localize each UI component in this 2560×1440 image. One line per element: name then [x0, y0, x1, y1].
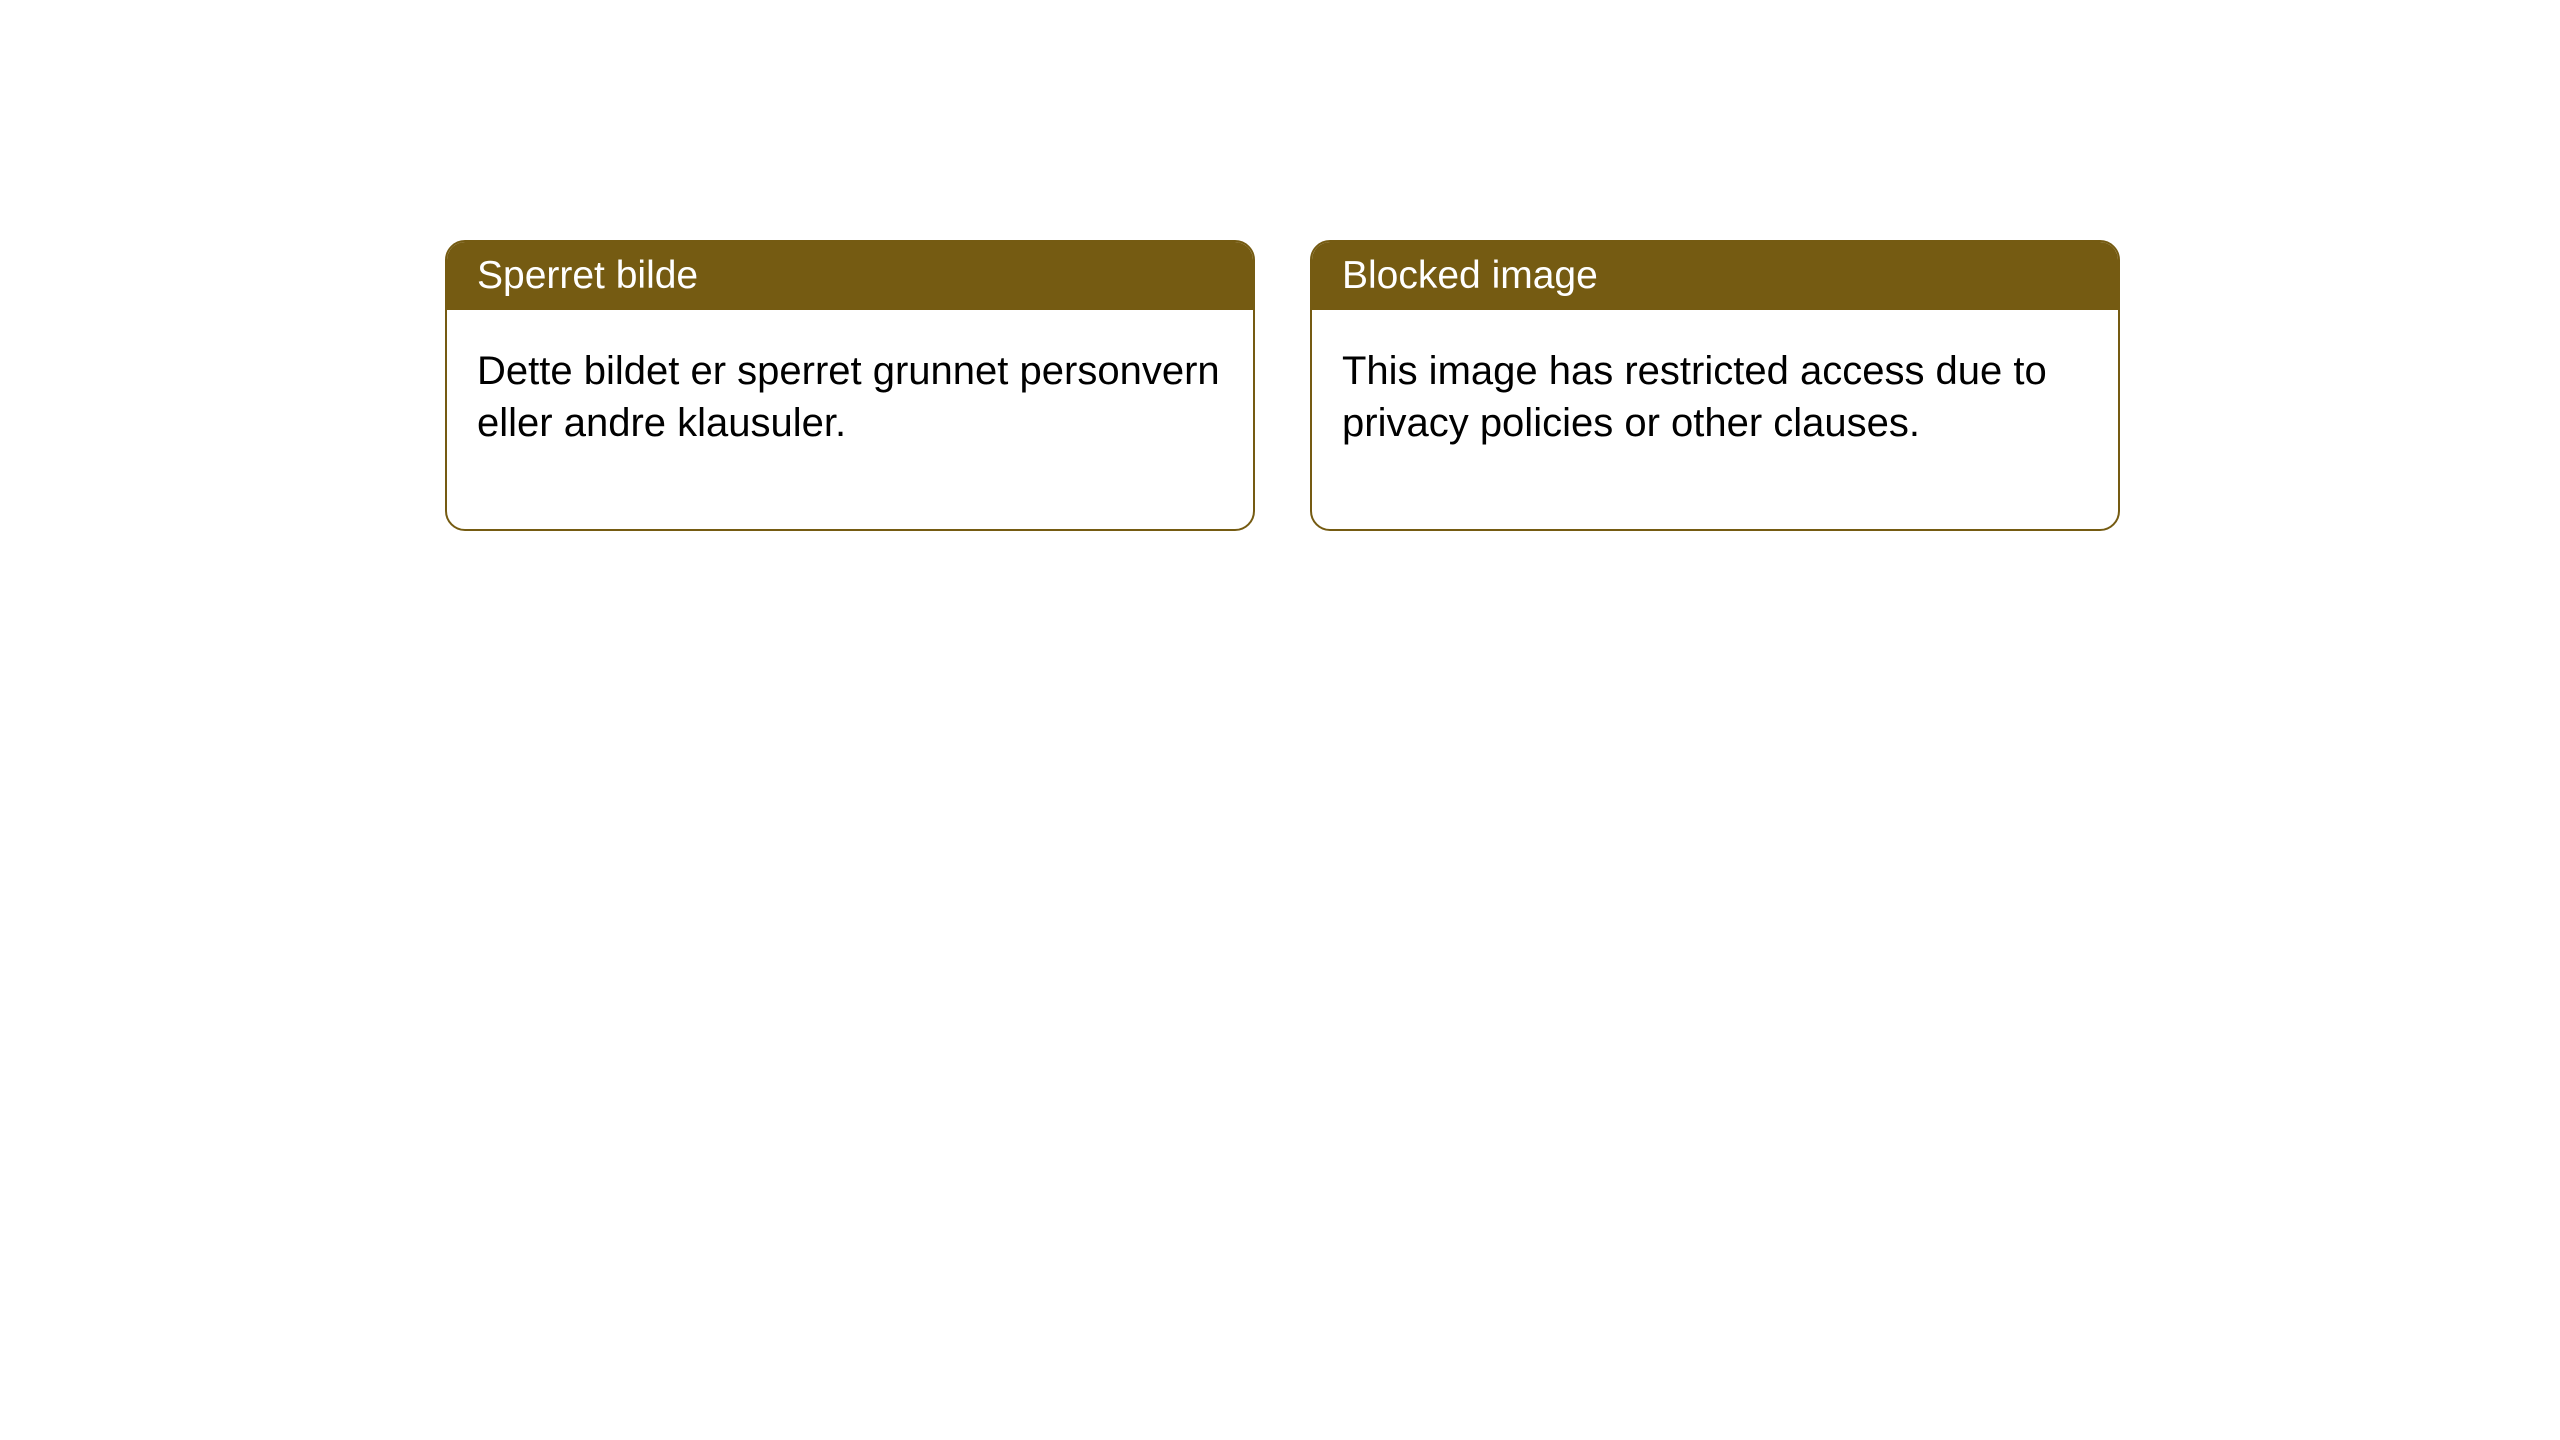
notice-card-norwegian: Sperret bilde Dette bildet er sperret gr…: [445, 240, 1255, 531]
notice-card-title: Sperret bilde: [447, 242, 1253, 310]
notice-card-body: Dette bildet er sperret grunnet personve…: [447, 310, 1253, 529]
notice-cards-container: Sperret bilde Dette bildet er sperret gr…: [445, 240, 2560, 531]
notice-card-title: Blocked image: [1312, 242, 2118, 310]
notice-card-body: This image has restricted access due to …: [1312, 310, 2118, 529]
notice-card-english: Blocked image This image has restricted …: [1310, 240, 2120, 531]
